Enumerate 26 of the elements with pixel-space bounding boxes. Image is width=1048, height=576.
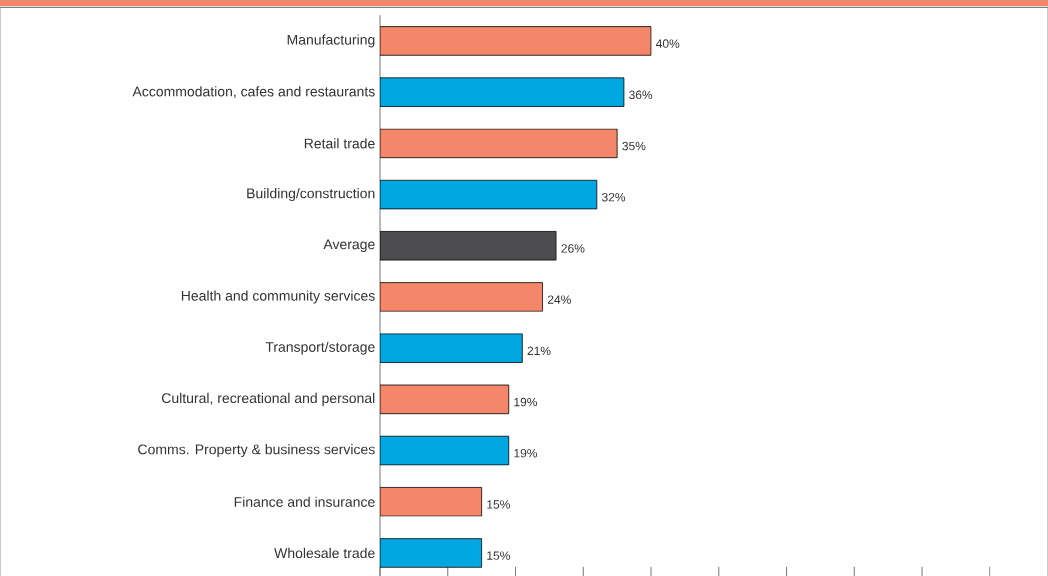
y-tick-label: Comms. Property & business services xyxy=(138,444,375,458)
y-tick-label: Average xyxy=(323,239,375,253)
data-label: 19% xyxy=(514,448,538,458)
y-tick-label: Accommodation, cafes and restaurants xyxy=(132,86,375,99)
data-label: 40% xyxy=(656,39,680,48)
data-label: 26% xyxy=(561,244,585,253)
y-tick-label: Manufacturing xyxy=(287,34,375,48)
y-tick-label: Wholesale trade xyxy=(274,547,375,559)
bar xyxy=(380,435,510,466)
y-tick-label: Finance and insurance xyxy=(234,496,375,507)
bar xyxy=(380,384,510,415)
y-tick-label: Health and community services xyxy=(181,290,375,304)
y-tick-label: Cultural, recreational and personal xyxy=(161,392,375,406)
data-label: 32% xyxy=(601,192,626,202)
y-tick-label: Retail trade xyxy=(304,138,375,149)
data-label: 15% xyxy=(487,551,510,560)
y-tick-label: Building/construction xyxy=(247,188,375,202)
bar xyxy=(380,26,652,56)
data-label: 24% xyxy=(547,295,571,304)
data-label: 36% xyxy=(629,90,653,100)
bar xyxy=(380,231,557,261)
data-label: 21% xyxy=(527,346,551,356)
data-label: 19% xyxy=(514,397,538,407)
data-label: 15% xyxy=(487,500,510,509)
data-label: 35% xyxy=(622,141,646,151)
y-tick-label: Transport/storage xyxy=(265,341,375,355)
